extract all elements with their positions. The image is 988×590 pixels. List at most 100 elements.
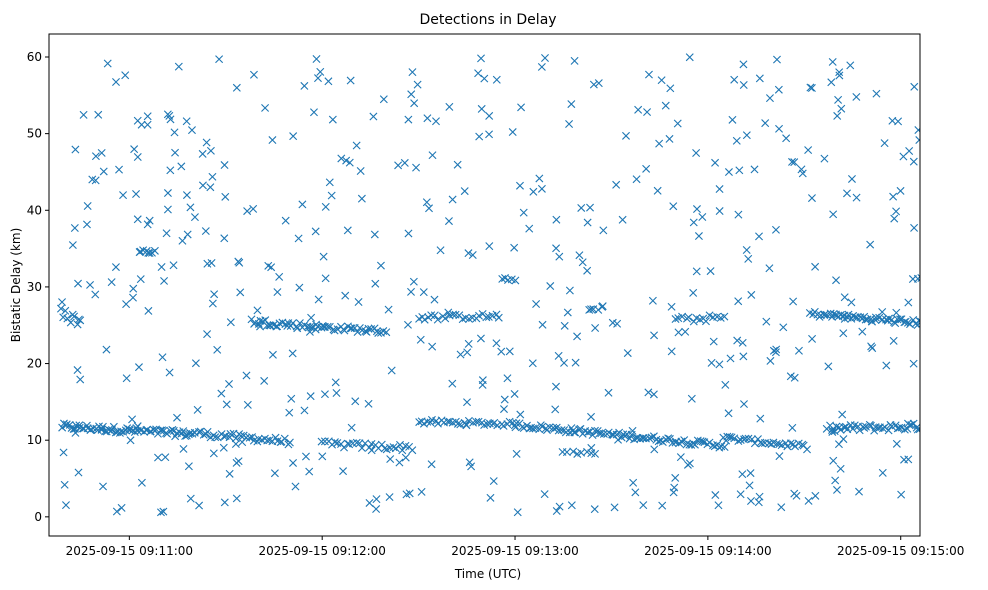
data-point-marker xyxy=(409,277,418,286)
data-point-marker xyxy=(199,430,208,439)
data-point-marker xyxy=(720,312,729,321)
data-point-marker xyxy=(191,359,200,368)
data-point-marker xyxy=(746,469,755,478)
data-point-marker xyxy=(587,412,596,421)
data-point-marker xyxy=(512,419,521,428)
data-point-marker xyxy=(849,311,858,320)
y-axis-label: Bistatic Delay (km) xyxy=(9,228,23,343)
data-point-marker xyxy=(575,251,584,260)
data-point-marker xyxy=(249,204,258,213)
data-point-marker xyxy=(119,191,128,200)
data-point-marker xyxy=(744,434,753,443)
data-point-marker xyxy=(913,425,920,434)
data-point-marker xyxy=(786,439,795,448)
data-point-marker xyxy=(644,70,653,79)
data-point-marker xyxy=(734,297,743,306)
data-point-marker xyxy=(914,126,920,135)
data-point-marker xyxy=(834,440,843,449)
data-point-marker xyxy=(401,453,410,462)
data-point-marker xyxy=(268,350,277,359)
data-point-marker xyxy=(591,449,600,458)
data-point-marker xyxy=(827,426,836,434)
data-point-marker xyxy=(689,317,698,326)
data-point-marker xyxy=(347,423,356,432)
data-point-marker xyxy=(711,491,720,500)
data-point-marker xyxy=(707,358,716,367)
data-point-marker xyxy=(583,266,592,275)
data-point-marker xyxy=(557,426,566,435)
data-point-marker xyxy=(226,429,235,438)
data-point-marker xyxy=(567,501,576,510)
data-point-marker xyxy=(287,394,296,403)
data-point-marker xyxy=(650,445,659,454)
data-point-marker xyxy=(571,428,580,437)
data-point-marker xyxy=(694,232,703,241)
data-point-marker xyxy=(537,62,546,71)
data-point-marker xyxy=(400,158,409,167)
data-point-marker xyxy=(803,445,812,454)
data-point-marker xyxy=(732,136,741,145)
data-point-marker xyxy=(892,439,901,448)
data-point-marker xyxy=(608,318,617,327)
data-point-marker xyxy=(839,329,848,338)
data-point-marker xyxy=(133,215,142,224)
x-tick-label: 2025-09-15 09:13:00 xyxy=(451,544,578,558)
data-point-marker xyxy=(909,359,918,368)
data-point-marker xyxy=(71,428,80,437)
data-point-marker xyxy=(905,147,914,156)
data-point-marker xyxy=(915,317,920,326)
data-point-marker xyxy=(747,290,756,299)
data-point-marker xyxy=(345,158,354,167)
data-point-marker xyxy=(721,380,730,389)
x-tick-label: 2025-09-15 09:12:00 xyxy=(258,544,385,558)
data-point-marker xyxy=(283,321,292,330)
data-point-marker xyxy=(158,353,167,362)
data-point-marker xyxy=(398,446,407,455)
data-point-marker xyxy=(82,220,91,229)
data-point-marker xyxy=(209,449,218,458)
data-point-marker xyxy=(835,71,844,80)
data-point-marker xyxy=(673,119,682,128)
data-point-marker xyxy=(130,145,139,154)
data-point-marker xyxy=(249,70,258,79)
data-point-marker xyxy=(460,187,469,196)
data-point-marker xyxy=(638,434,647,443)
data-point-marker xyxy=(594,79,603,88)
data-point-marker xyxy=(852,92,861,101)
data-point-marker xyxy=(107,278,116,287)
data-point-marker xyxy=(554,351,563,360)
data-point-marker xyxy=(357,194,366,203)
data-point-marker xyxy=(692,149,701,157)
data-point-marker xyxy=(782,134,791,143)
data-point-marker xyxy=(658,438,667,447)
axes-frame xyxy=(48,33,921,537)
data-point-marker xyxy=(829,210,838,219)
data-point-marker xyxy=(445,417,454,426)
data-point-marker xyxy=(260,376,269,385)
data-point-marker xyxy=(443,417,452,426)
data-point-marker xyxy=(657,76,666,85)
data-point-marker xyxy=(289,132,298,141)
data-point-marker xyxy=(510,389,519,398)
y-tick-label: 0 xyxy=(34,510,42,524)
data-point-marker xyxy=(352,141,361,150)
data-point-marker xyxy=(634,105,643,114)
data-point-marker xyxy=(475,132,484,141)
data-point-marker xyxy=(832,276,841,285)
data-point-marker xyxy=(565,286,574,295)
data-point-marker xyxy=(59,448,68,457)
data-point-marker xyxy=(163,189,172,198)
data-point-marker xyxy=(889,336,898,345)
data-point-marker xyxy=(159,507,168,516)
data-point-marker xyxy=(170,128,179,137)
data-point-marker xyxy=(402,490,411,499)
data-point-marker xyxy=(423,114,432,123)
x-tick-label: 2025-09-15 09:14:00 xyxy=(644,544,771,558)
data-point-marker xyxy=(671,473,680,482)
data-point-marker xyxy=(300,81,309,90)
data-point-marker xyxy=(791,442,800,451)
data-point-marker xyxy=(811,262,820,271)
data-point-marker xyxy=(273,288,282,297)
data-point-marker xyxy=(546,282,555,291)
